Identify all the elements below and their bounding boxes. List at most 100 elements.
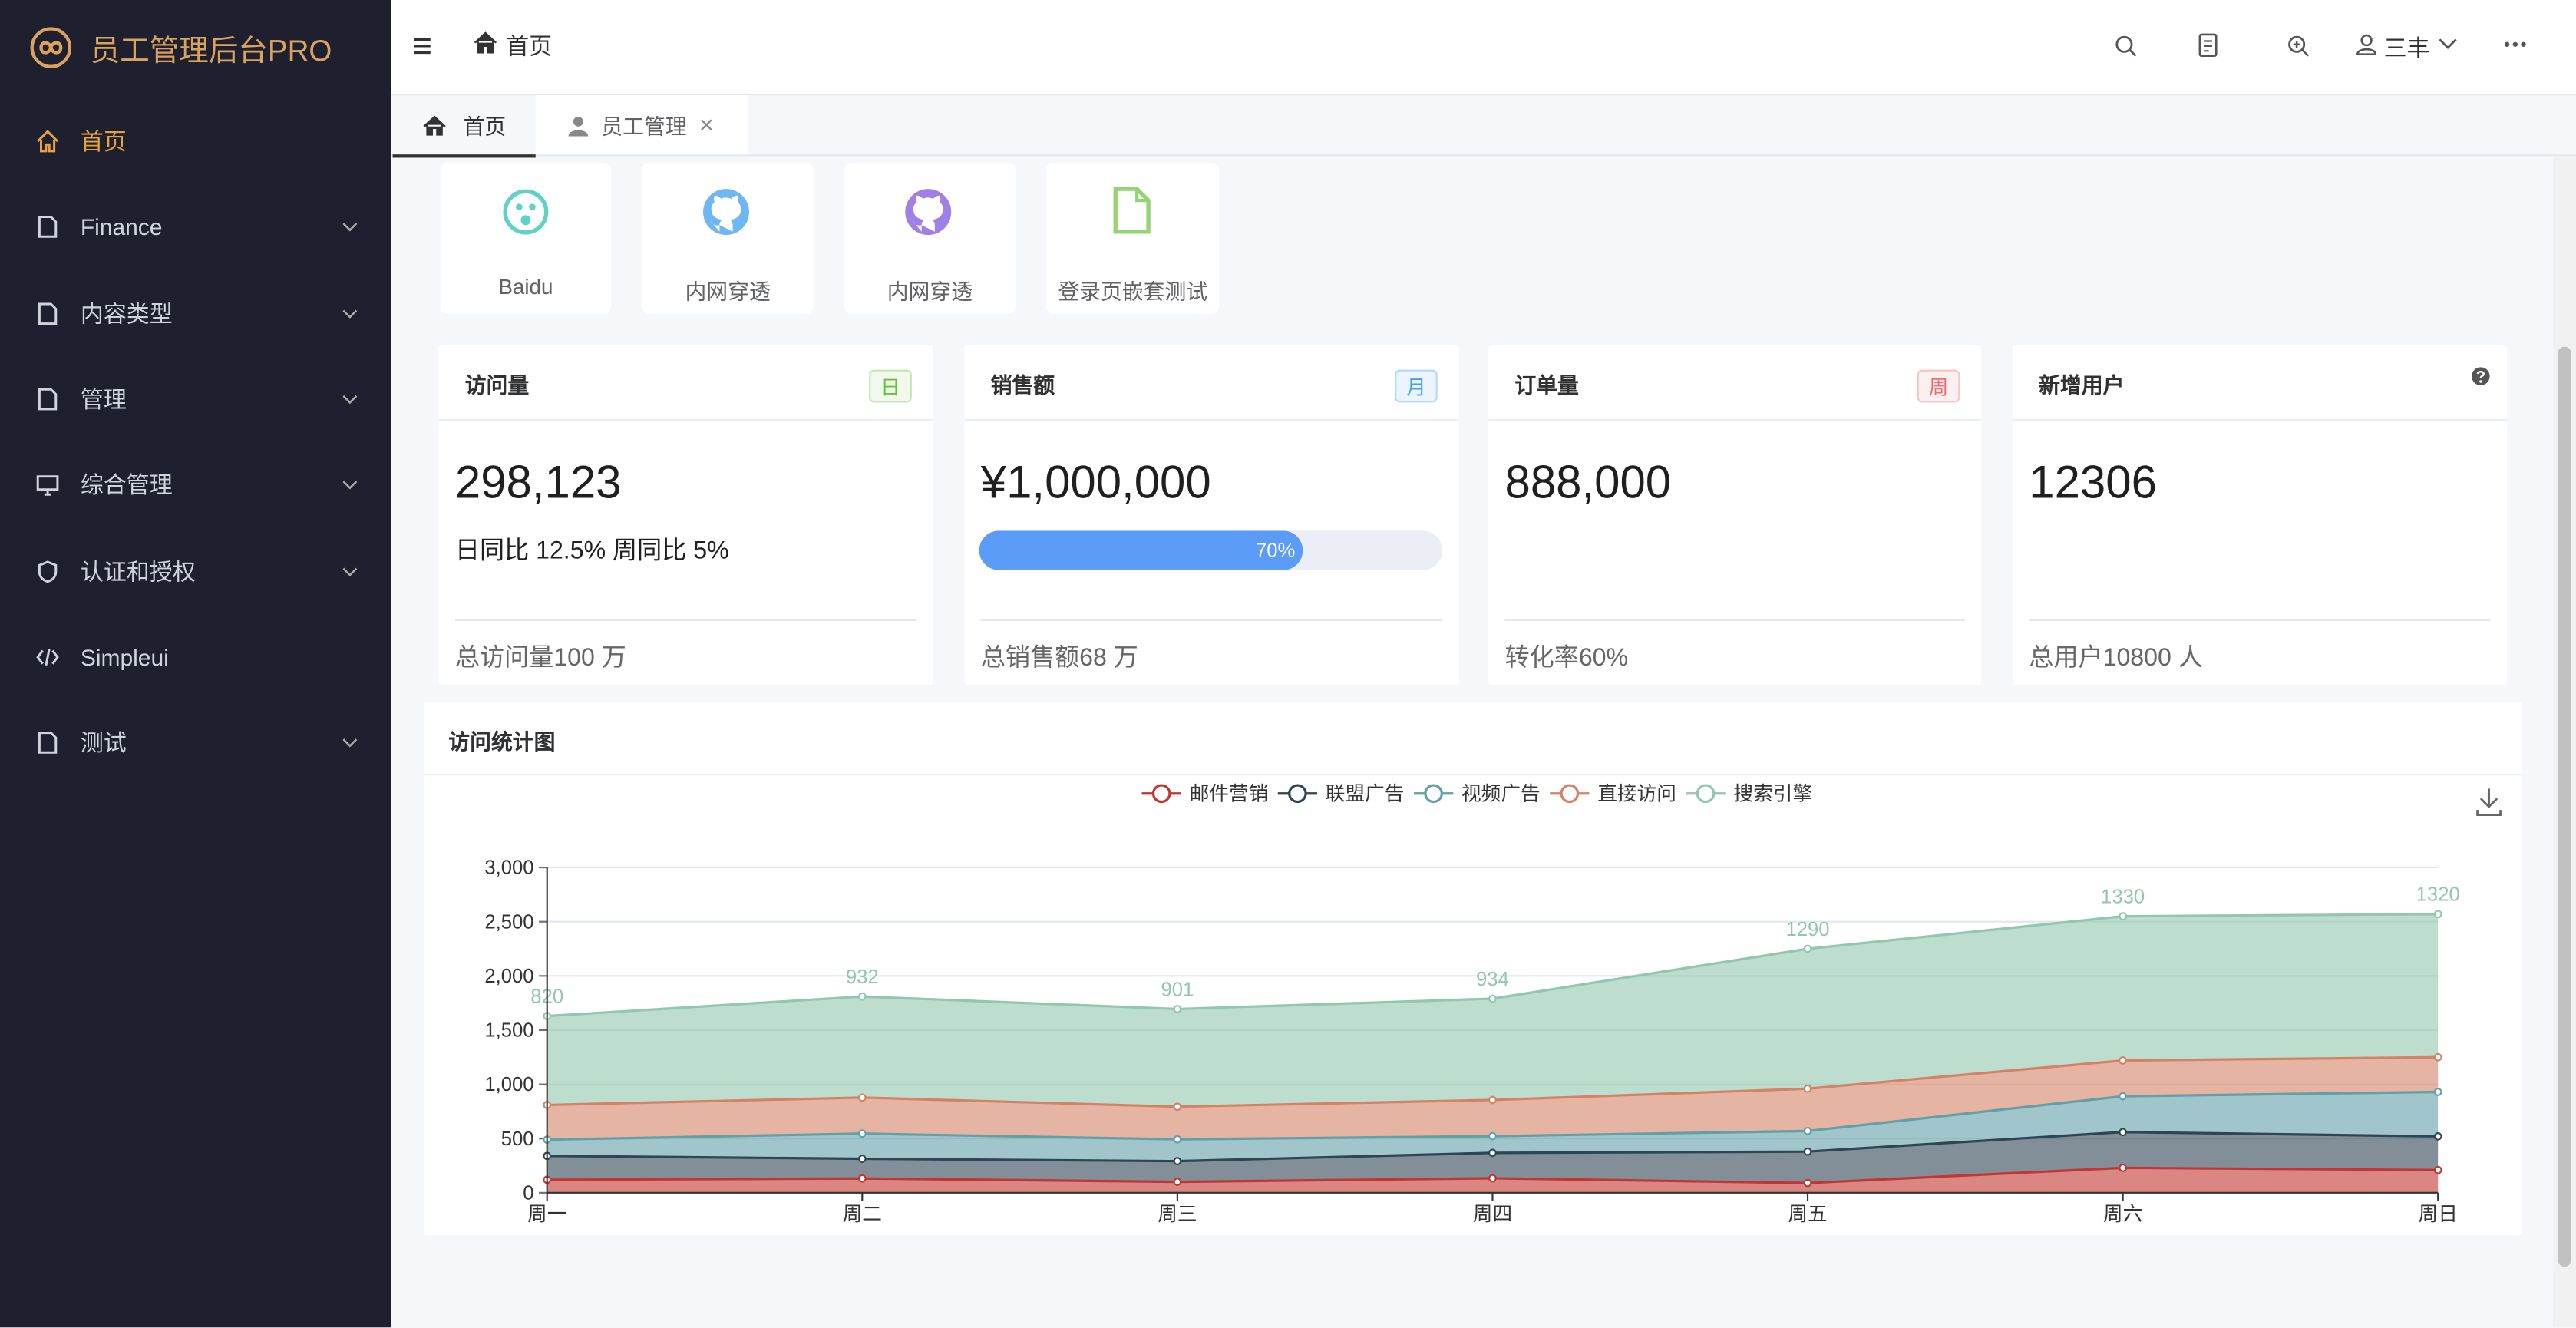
tab-home-icon — [423, 115, 446, 136]
menu-arrow — [342, 395, 358, 404]
doc-icon[interactable] — [2198, 33, 2218, 58]
shortcut[interactable]: 登录页嵌套测试 — [1046, 162, 1220, 314]
menu-arrow — [342, 309, 358, 319]
data-point — [2433, 1165, 2442, 1174]
menu-arrow-path — [342, 738, 358, 748]
stat-card: 销售额 月 ¥1,000,000 70% 总销售额68 万 — [964, 345, 1459, 685]
menu-item[interactable]: 综合管理 — [0, 442, 391, 527]
tab-home[interactable]: 首页 — [392, 95, 536, 158]
menu-item[interactable]: 测试 — [0, 700, 391, 785]
menu-label: Finance — [80, 213, 163, 241]
divider — [424, 774, 2522, 776]
area-fill — [547, 1092, 2439, 1161]
zoom-icon[interactable] — [2287, 35, 2310, 58]
data-point — [2119, 1128, 2127, 1137]
menu-item[interactable]: Simpleui — [0, 614, 391, 699]
legend-marker[interactable] — [1696, 784, 1716, 804]
menu-item[interactable]: 内容类型 — [0, 270, 391, 355]
search-icon[interactable] — [2115, 35, 2138, 58]
menu-arrow-path — [342, 481, 358, 490]
legend-marker[interactable] — [1424, 784, 1443, 804]
data-point — [857, 1174, 867, 1183]
shortcut[interactable]: 内网穿透 — [844, 162, 1016, 314]
divider — [1488, 418, 1982, 421]
x-tick-label: 周四 — [1473, 1204, 1512, 1225]
legend-marker[interactable] — [1560, 784, 1580, 804]
download-icon[interactable] — [2476, 788, 2502, 816]
legend-label[interactable]: 直接访问 — [1597, 782, 1676, 804]
area-fill — [547, 1131, 2439, 1184]
data-point — [857, 992, 867, 1001]
menu-icon-path — [36, 475, 59, 497]
user-dropdown[interactable] — [2438, 38, 2458, 51]
x-tick-label: 周日 — [2419, 1204, 2458, 1225]
y-tick-label: 1,500 — [484, 1020, 533, 1042]
x-tick-label: 周一 — [527, 1204, 566, 1225]
scrollbar[interactable] — [2553, 156, 2576, 1328]
data-point — [2119, 1164, 2127, 1172]
more-icon[interactable] — [2504, 41, 2527, 48]
data-point — [1488, 1148, 1497, 1158]
legend-label[interactable]: 视频广告 — [1461, 782, 1541, 804]
menu-toggle[interactable] — [412, 36, 432, 56]
area-fill — [547, 1057, 2439, 1140]
legend-label[interactable]: 联盟广告 — [1326, 782, 1405, 804]
user-icon[interactable] — [2356, 33, 2377, 56]
menu-arrow-path — [342, 223, 358, 233]
data-point — [2119, 1056, 2127, 1065]
home-icon — [474, 31, 497, 54]
stat-card: 新增用户 12306 总用户10800 人 — [2012, 345, 2508, 685]
menu-icon — [37, 130, 58, 153]
menu-icon-path — [36, 648, 59, 666]
data-label: 1320 — [2416, 884, 2460, 906]
menu-item[interactable]: 首页 — [0, 98, 391, 183]
breadcrumb[interactable]: 首页 — [506, 32, 553, 60]
menu-label: 认证和授权 — [80, 557, 196, 584]
menu-icon-path — [37, 130, 58, 153]
data-point — [1173, 1102, 1182, 1112]
menu-item[interactable]: 认证和授权 — [0, 528, 391, 613]
legend-label[interactable]: 邮件营销 — [1190, 782, 1269, 804]
card-title: 访问量 — [464, 372, 530, 398]
data-label: 1330 — [2101, 887, 2145, 908]
data-point — [1173, 1135, 1182, 1144]
card-detail: 日同比 12.5% 周同比 5% — [454, 537, 729, 566]
x-tick-label: 周二 — [843, 1204, 882, 1225]
legend-marker[interactable] — [1288, 784, 1307, 804]
menu-label: 管理 — [80, 385, 127, 412]
tab-close[interactable] — [700, 118, 713, 131]
menu-label: 测试 — [80, 729, 127, 756]
menu-icon-path — [38, 388, 58, 411]
shortcut[interactable]: 内网穿透 — [642, 162, 814, 314]
menu-item[interactable]: Finance — [0, 184, 391, 269]
card-footer: 总用户10800 人 — [2029, 643, 2203, 672]
data-label: 901 — [1161, 979, 1194, 1000]
scrollbar-thumb[interactable] — [2558, 346, 2571, 1267]
card-footer: 总销售额68 万 — [980, 643, 1138, 672]
tab-label: 首页 — [463, 114, 507, 139]
card-tag: 日 — [869, 369, 912, 403]
legend-marker[interactable] — [1151, 784, 1171, 804]
menu-icon — [36, 475, 59, 497]
y-tick-label: 3,000 — [484, 857, 533, 879]
shortcut[interactable]: Baidu — [440, 162, 612, 314]
menu-item[interactable]: 管理 — [0, 356, 391, 441]
shortcut-label: 内网穿透 — [685, 279, 771, 304]
menu-arrow — [342, 567, 358, 576]
help-icon[interactable] — [2471, 366, 2491, 386]
data-point — [1803, 1126, 1812, 1135]
data-point — [1173, 1157, 1182, 1165]
menu-icon — [38, 216, 58, 239]
y-tick-label: 2,000 — [484, 966, 533, 987]
card-footer: 转化率60% — [1504, 643, 1629, 672]
card-title: 订单量 — [1514, 372, 1579, 398]
menu-icon — [38, 302, 58, 325]
user-name[interactable]: 三丰 — [2383, 34, 2430, 61]
legend-label[interactable]: 搜索引擎 — [1733, 782, 1812, 804]
shortcut-icon — [703, 189, 749, 236]
shortcut-label: 内网穿透 — [887, 279, 973, 304]
panel-title: 访问统计图 — [448, 729, 556, 755]
tab-employee[interactable]: 员工管理 — [535, 95, 748, 155]
